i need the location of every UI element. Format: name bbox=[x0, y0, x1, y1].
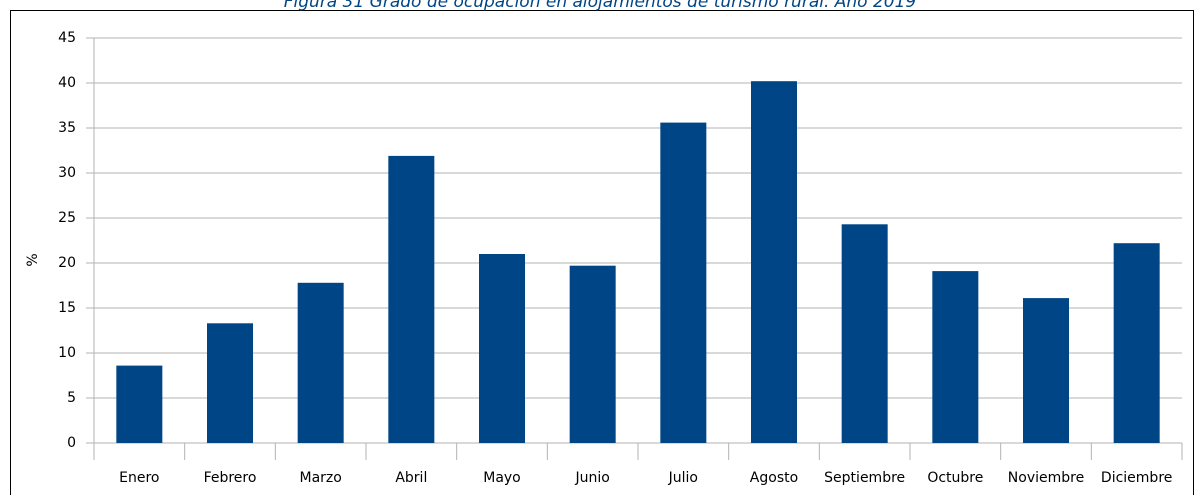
bar bbox=[841, 224, 888, 443]
bar bbox=[569, 265, 616, 443]
x-tick-label: Mayo bbox=[483, 470, 521, 486]
x-tick-label: Noviembre bbox=[1008, 470, 1084, 486]
y-tick-label: 20 bbox=[58, 255, 76, 271]
bar bbox=[660, 122, 707, 443]
y-tick-label: 25 bbox=[58, 210, 76, 226]
bar bbox=[1023, 298, 1069, 443]
bar bbox=[297, 282, 344, 443]
y-tick-label: 15 bbox=[58, 300, 76, 316]
chart-border bbox=[10, 10, 1194, 495]
x-tick-label: Junio bbox=[574, 470, 609, 486]
x-tick-label: Agosto bbox=[750, 470, 798, 486]
x-tick-label: Julio bbox=[668, 470, 698, 486]
bar bbox=[1113, 243, 1160, 443]
chart-title: Figura 31 Grado de ocupación en alojamie… bbox=[284, 0, 917, 12]
y-tick-label: 35 bbox=[58, 120, 76, 136]
x-tick-label: Octubre bbox=[927, 470, 983, 486]
y-tick-label: 5 bbox=[67, 390, 76, 406]
y-tick-label: 40 bbox=[58, 75, 76, 91]
bar bbox=[388, 155, 435, 443]
bar bbox=[116, 365, 163, 443]
x-tick-label: Enero bbox=[119, 470, 159, 486]
x-tick-label: Septiembre bbox=[824, 470, 905, 486]
bar bbox=[479, 254, 525, 443]
bar bbox=[932, 271, 979, 443]
x-tick-label: Diciembre bbox=[1101, 470, 1172, 486]
bar bbox=[207, 323, 253, 443]
y-tick-label: 45 bbox=[58, 30, 76, 46]
y-axis-label: % bbox=[25, 253, 41, 266]
y-tick-label: 0 bbox=[67, 435, 76, 451]
y-tick-label: 30 bbox=[58, 165, 76, 181]
x-tick-label: Marzo bbox=[300, 470, 342, 486]
bar bbox=[751, 81, 797, 443]
y-tick-label: 10 bbox=[58, 345, 76, 361]
x-tick-label: Febrero bbox=[204, 470, 257, 486]
x-tick-label: Abril bbox=[395, 470, 427, 486]
